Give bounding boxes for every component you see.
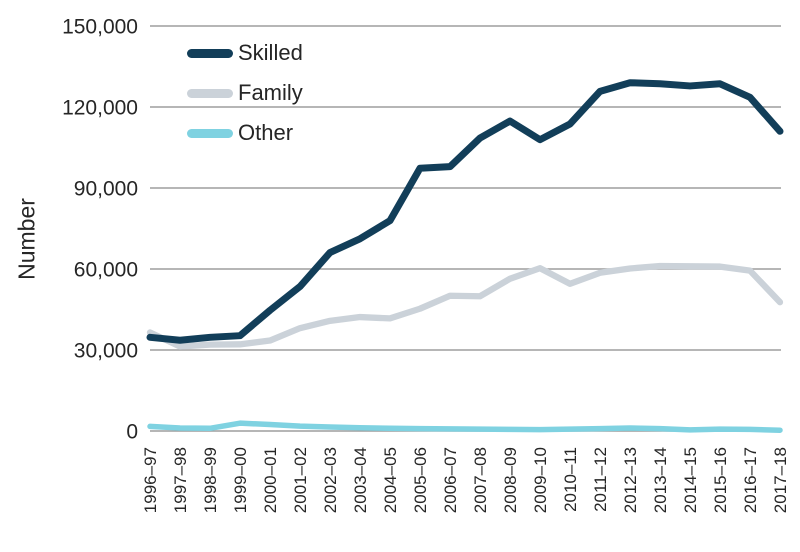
y-tick-label: 150,000 — [62, 15, 138, 38]
legend-item-family: Family — [187, 73, 303, 113]
x-tick-label: 1997–98 — [171, 447, 190, 513]
x-tick-label: 2002–03 — [321, 447, 340, 513]
x-tick-label: 2013–14 — [651, 447, 670, 513]
legend-item-other: Other — [187, 113, 303, 153]
x-tick-label: 2009–10 — [531, 447, 550, 513]
y-tick-label: 90,000 — [74, 177, 138, 200]
series-line-family — [146, 262, 784, 350]
x-tick-label: 2016–17 — [741, 447, 760, 513]
x-tick-label: 2010–11 — [561, 447, 580, 512]
legend-label-skilled: Skilled — [238, 40, 303, 65]
x-tick-label: 1998–99 — [201, 447, 220, 513]
legend-label-family: Family — [238, 80, 303, 105]
y-tick-label: 120,000 — [62, 96, 138, 119]
x-tick-label: 2004–05 — [381, 447, 400, 513]
legend-label-other: Other — [238, 120, 294, 145]
x-tick-label: 2011–12 — [591, 447, 610, 512]
x-tick-label: 1996–97 — [141, 447, 160, 513]
x-tick-label: 2012–13 — [621, 447, 640, 513]
x-tick-label: 2008–09 — [501, 447, 520, 513]
legend-swatch-skilled — [187, 48, 233, 58]
legend-swatch-other — [187, 128, 233, 138]
x-tick-label: 2017–18 — [771, 447, 790, 513]
legend: Skilled Family Other — [187, 33, 303, 153]
y-axis-title: Number — [13, 198, 40, 280]
x-tick-label: 1999–00 — [231, 447, 250, 513]
x-tick-label: 2000–01 — [261, 447, 280, 513]
x-tick-label: 2006–07 — [441, 447, 460, 513]
legend-item-skilled: Skilled — [187, 33, 303, 73]
x-tick-label: 2015–16 — [711, 447, 730, 513]
x-tick-label: 2003–04 — [351, 447, 370, 513]
y-tick-label: 30,000 — [74, 339, 138, 362]
x-tick-label: 2007–08 — [471, 447, 490, 513]
x-tick-label: 2001–02 — [291, 447, 310, 513]
y-tick-label: 60,000 — [74, 258, 138, 281]
y-tick-label: 0 — [126, 420, 138, 443]
x-tick-label: 2005–06 — [411, 447, 430, 513]
series-line-skilled — [146, 79, 784, 344]
legend-swatch-family — [187, 88, 233, 98]
series-line-other — [147, 420, 783, 433]
x-tick-label: 2014–15 — [681, 447, 700, 513]
